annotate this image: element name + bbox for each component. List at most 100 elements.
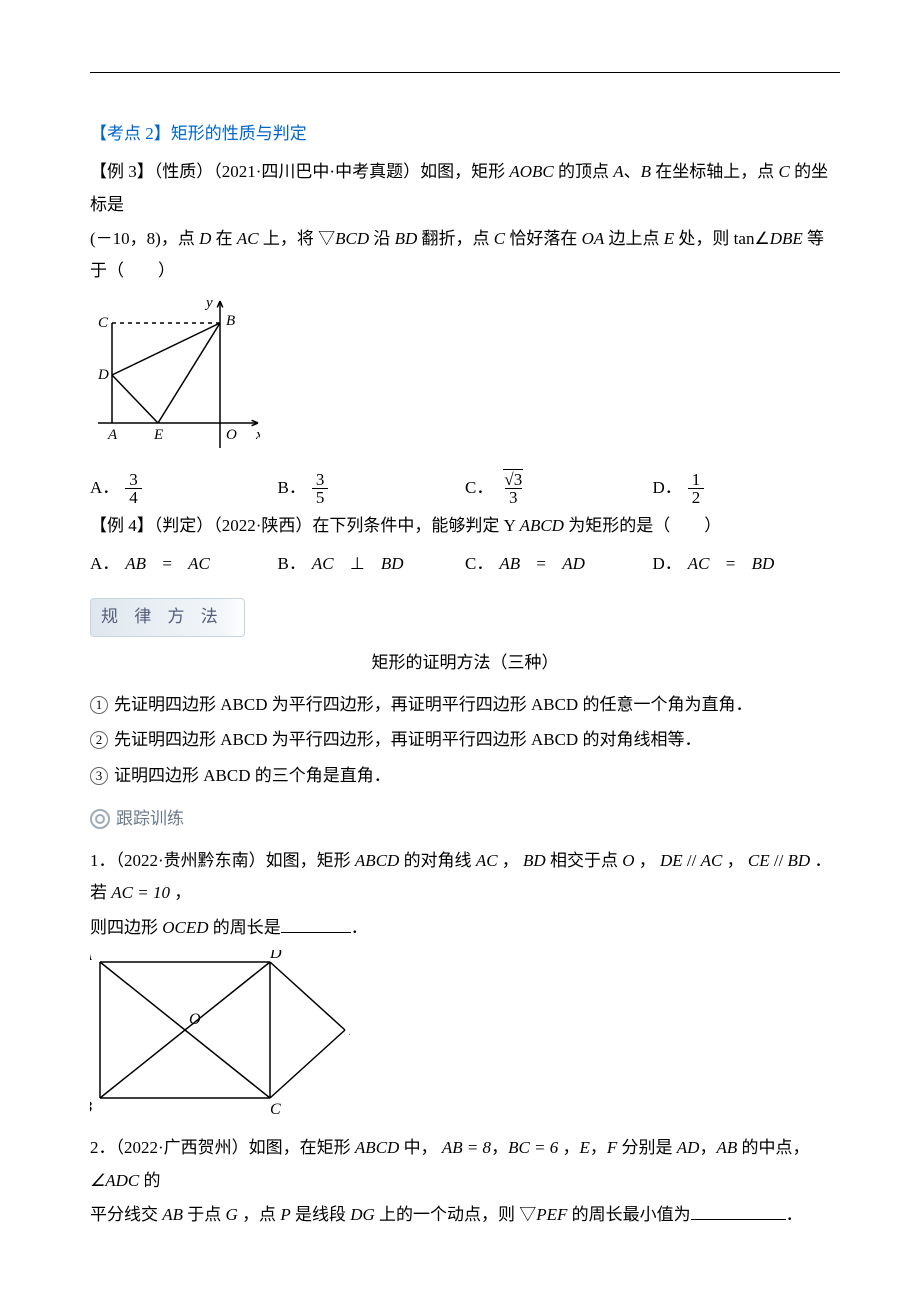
text: ， xyxy=(498,851,524,870)
lhs: AB xyxy=(499,548,520,580)
var-aobc: AOBC xyxy=(509,162,553,181)
var: O xyxy=(622,851,634,870)
var: AB = 8 xyxy=(442,1138,491,1157)
option-b: B． 35 xyxy=(278,471,466,506)
var: CE xyxy=(748,851,770,870)
option-c: C． √3 3 xyxy=(465,471,653,506)
var: BD xyxy=(788,851,811,870)
svg-text:B: B xyxy=(226,313,235,329)
text: ， xyxy=(558,1138,579,1157)
option-d: D． AC = BD xyxy=(653,548,841,580)
option-d: D． 12 xyxy=(653,471,841,506)
var-d: D xyxy=(199,229,211,248)
svg-text:D: D xyxy=(97,367,109,383)
top-rule xyxy=(90,72,840,73)
var: G xyxy=(226,1205,238,1224)
text: ， xyxy=(590,1138,607,1157)
text: 【例 3】（性质）（2021·四川巴中·中考真题）如图，矩形 xyxy=(90,162,509,181)
practice-1-line2: 则四边形 OCED 的周长是． xyxy=(90,912,840,944)
op: = xyxy=(726,548,736,580)
text: ， xyxy=(722,851,748,870)
var: AC xyxy=(476,851,498,870)
example3-line2: (－10，8)，点 D 在 AC 上，将 ▽BCD 沿 BD 翻折，点 C 恰好… xyxy=(90,223,840,288)
fraction: 12 xyxy=(688,471,705,506)
answer-blank[interactable] xyxy=(691,1203,786,1220)
denom: 4 xyxy=(125,488,142,506)
text: 先证明四边形 ABCD 为平行四边形，再证明平行四边形 ABCD 的对角线相等． xyxy=(114,730,701,749)
enum-marker: 3 xyxy=(90,767,108,785)
text: 【例 4】（判定）（2022·陕西）在下列条件中，能够判定 Y xyxy=(90,516,520,535)
var: BD xyxy=(523,851,546,870)
var: AC = 10 xyxy=(111,883,170,902)
var: DG xyxy=(350,1205,375,1224)
rhs: AC xyxy=(188,548,210,580)
svg-text:O: O xyxy=(226,427,237,443)
rhs: BD xyxy=(752,548,775,580)
text: 为矩形的是（ ） xyxy=(564,516,721,535)
text: // xyxy=(683,851,701,870)
enum-marker: 2 xyxy=(90,731,108,749)
text: 相交于点 xyxy=(546,851,623,870)
fig1-svg: OAEBCDxy xyxy=(90,293,260,453)
text: 的周长是 xyxy=(209,918,281,937)
option-b: B． AC ⊥ BD xyxy=(278,548,466,580)
rhs: BD xyxy=(381,548,404,580)
text: 恰好落在 xyxy=(505,229,582,248)
text: 上，将 ▽ xyxy=(259,229,336,248)
numer: 3 xyxy=(125,471,142,488)
text: ，点 xyxy=(238,1205,281,1224)
text: 于点 xyxy=(183,1205,226,1224)
var-e: E xyxy=(664,229,674,248)
text: 上的一个动点，则 ▽ xyxy=(375,1205,537,1224)
answer-blank[interactable] xyxy=(281,916,351,933)
opt-label: D． xyxy=(653,472,682,504)
kaodian-title: 【考点 2】矩形的性质与判定 xyxy=(90,118,840,150)
svg-text:C: C xyxy=(270,1101,281,1115)
sqrt-inner: 3 xyxy=(514,470,523,489)
opt-label: C． xyxy=(465,472,493,504)
var: OCED xyxy=(162,918,208,937)
svg-text:A: A xyxy=(107,427,118,443)
ex3-options: A． 34 B． 35 C． √3 3 D． 12 xyxy=(90,471,840,506)
example3-line1: 【例 3】（性质）（2021·四川巴中·中考真题）如图，矩形 AOBC 的顶点 … xyxy=(90,156,840,221)
lhs: AC xyxy=(312,548,334,580)
denom: 2 xyxy=(688,488,705,506)
fraction: √3 3 xyxy=(499,471,527,506)
text: ， xyxy=(699,1138,716,1157)
figure-1: OAEBCDxy xyxy=(90,293,840,464)
method-item-1: 1先证明四边形 ABCD 为平行四边形，再证明平行四边形 ABCD 的任意一个角… xyxy=(90,689,840,721)
var-b: B xyxy=(641,162,651,181)
var: P xyxy=(280,1205,290,1224)
text: 先证明四边形 ABCD 为平行四边形，再证明平行四边形 ABCD 的任意一个角为… xyxy=(114,695,752,714)
method-title: 矩形的证明方法（三种） xyxy=(90,647,840,679)
svg-text:D: D xyxy=(269,950,282,962)
text: 2．（2022·广西贺州）如图，在矩形 xyxy=(90,1138,355,1157)
svg-text:O: O xyxy=(189,1011,201,1028)
var: AB xyxy=(716,1138,737,1157)
text: ， xyxy=(170,883,191,902)
text: 的对角线 xyxy=(399,851,476,870)
text: ， xyxy=(635,851,661,870)
var: ∠ADC xyxy=(90,1171,139,1190)
var-bcd: BCD xyxy=(335,229,369,248)
denom: 3 xyxy=(505,488,522,506)
text: 分别是 xyxy=(617,1138,677,1157)
fig2-svg: ABCDOE xyxy=(90,950,350,1115)
var-a: A xyxy=(613,162,623,181)
svg-text:x: x xyxy=(255,427,260,443)
var: ABCD xyxy=(355,851,399,870)
var-c: C xyxy=(779,162,790,181)
text: ， xyxy=(491,1138,508,1157)
opt-label: A． xyxy=(90,548,119,580)
text: ． xyxy=(786,1205,803,1224)
var: AB xyxy=(162,1205,183,1224)
var-dbe: DBE xyxy=(770,229,803,248)
var-bd: BD xyxy=(395,229,418,248)
var: E xyxy=(580,1138,590,1157)
numer: 3 xyxy=(312,471,329,488)
opt-label: B． xyxy=(278,548,306,580)
svg-text:B: B xyxy=(90,1099,92,1115)
opt-label: A． xyxy=(90,472,119,504)
method-item-3: 3证明四边形 ABCD 的三个角是直角． xyxy=(90,760,840,792)
var: AC xyxy=(701,851,723,870)
